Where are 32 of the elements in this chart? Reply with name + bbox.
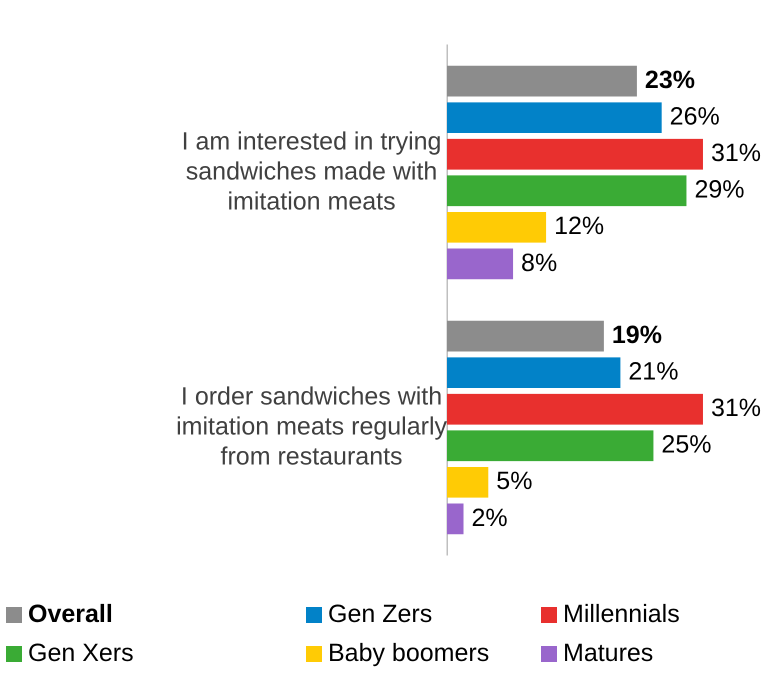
legend-label: Overall: [28, 600, 113, 629]
data-label: 2%: [472, 504, 508, 532]
y-tick-label: I am interested in trying sandwiches made with imitation meats: [182, 127, 442, 216]
bar: [447, 212, 546, 243]
bar: [447, 138, 703, 170]
bar: [447, 248, 514, 280]
data-label: 8%: [521, 248, 558, 277]
data-label: 5%: [496, 467, 532, 496]
data-label: 12%: [554, 212, 604, 240]
data-label: 29%: [694, 176, 745, 204]
bar: [447, 320, 604, 352]
y-tick-label: I order sandwiches with imitation meats regularly from restaurants: [176, 382, 448, 470]
legend-label: Gen Xers: [28, 639, 134, 668]
data-label: 25%: [661, 430, 712, 459]
bar: [447, 66, 637, 96]
legend-label: Gen Zers: [328, 600, 432, 629]
bar: [447, 394, 703, 425]
data-label: 21%: [628, 358, 678, 386]
data-label: 31%: [710, 394, 762, 422]
bar: [447, 175, 686, 206]
legend-label: Millennials: [563, 600, 680, 629]
bar: [447, 102, 662, 134]
data-label: 23%: [644, 66, 695, 94]
bar: [447, 466, 488, 498]
bar: [447, 504, 464, 534]
bar: [447, 357, 620, 388]
bar: [447, 430, 654, 462]
legend-label: Matures: [563, 639, 654, 668]
data-label: 26%: [670, 102, 720, 131]
data-label: 31%: [710, 139, 762, 168]
data-label: 19%: [612, 321, 662, 350]
legend-label: Baby boomers: [328, 639, 490, 668]
